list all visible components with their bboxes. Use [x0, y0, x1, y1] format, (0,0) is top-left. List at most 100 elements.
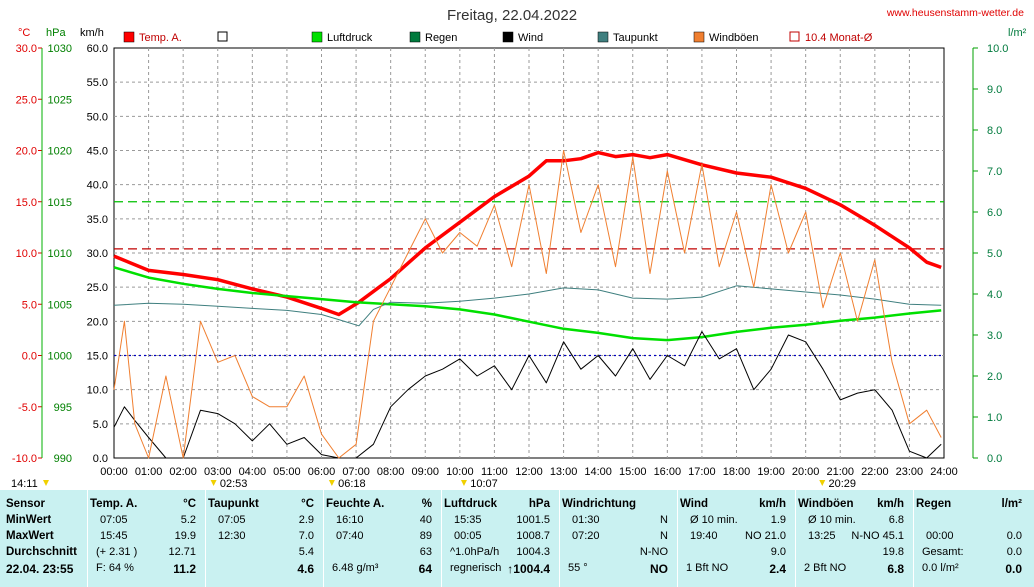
min-value: 40 — [419, 514, 432, 526]
pressure-tick-label: 1005 — [48, 299, 72, 311]
x-tick-label: 06:00 — [308, 466, 336, 478]
stats-table: Sensor MinWert MaxWert Durchschnitt 22.04. 2… — [0, 490, 1034, 587]
wind-tick-label: 0.0 — [93, 453, 108, 465]
min-time: Ø 10 min. — [808, 514, 856, 526]
max-value: 89 — [419, 530, 432, 542]
wind-tick-label: 10.0 — [87, 385, 108, 397]
max-time: 07:40 — [336, 530, 364, 542]
rain-tick-label: 2.0 — [987, 371, 1002, 383]
temp-tick-label: 5.0 — [22, 299, 37, 311]
max-time: 00:05 — [454, 530, 482, 542]
rain-tick-label: 0.0 — [987, 453, 1002, 465]
legend-swatch — [409, 31, 421, 43]
now-value: 4.6 — [297, 562, 314, 576]
temp-tick-label: 15.0 — [16, 197, 37, 209]
avg-value: 19.8 — [882, 546, 904, 558]
now-value: 11.2 — [173, 562, 196, 576]
min-value: 1.9 — [770, 514, 786, 526]
legend-swatch — [311, 31, 323, 43]
wind-tick-label: 50.0 — [87, 111, 108, 123]
x-tick-label: 09:00 — [411, 466, 439, 478]
x-tick-label: 02:00 — [169, 466, 197, 478]
max-value: 19.9 — [174, 530, 196, 542]
column-unit: km/h — [759, 498, 786, 510]
column-title: Wind — [680, 498, 708, 510]
x-tick-label: 21:00 — [826, 466, 854, 478]
row-label-sensor: Sensor — [6, 498, 45, 510]
temp-tick-label: 30.0 — [16, 43, 37, 55]
column-separator — [205, 490, 206, 587]
time-marker-icon — [819, 480, 826, 486]
min-value: N — [660, 514, 668, 526]
min-time: 07:05 — [100, 514, 128, 526]
series-line — [113, 266, 942, 342]
now-note: F: 64 % — [96, 562, 134, 574]
temp-tick-label: 0.0 — [22, 351, 37, 363]
max-time: 13:25 — [808, 530, 836, 542]
now-value: NO — [650, 562, 668, 576]
column-title: Luftdruck — [444, 498, 498, 510]
legend-label: Luftdruck — [327, 32, 373, 44]
max-value: NO 21.0 — [745, 530, 786, 542]
pressure-tick-label: 990 — [54, 453, 72, 465]
wind-tick-label: 20.0 — [87, 316, 108, 328]
temp-tick-label: 10.0 — [16, 248, 37, 260]
column-title: Temp. A. — [90, 498, 138, 510]
pressure-tick-label: 1025 — [48, 94, 72, 106]
chart-svg: 30.0 25.0 20.0 15.0 10.0 5.0 0.0 -5.0 -10.0 1030 1… — [11, 7, 1027, 490]
rain-tick-label: 1.0 — [987, 412, 1002, 424]
temp-tick-label: 20.0 — [16, 146, 37, 158]
min-time: 01:30 — [572, 514, 600, 526]
avg-value: 1004.3 — [516, 546, 550, 558]
x-tick-label: 23:00 — [896, 466, 924, 478]
column-separator — [795, 490, 796, 587]
pressure-tick-label: 1010 — [48, 248, 72, 260]
chart-title: Freitag, 22.04.2022 — [447, 7, 577, 24]
now-value: 64 — [418, 562, 432, 576]
website-label: www.heusenstamm-wetter.de — [886, 7, 1024, 19]
column-unit: l/m² — [1001, 498, 1022, 510]
x-tick-label: 15:00 — [619, 466, 647, 478]
series-line — [113, 331, 942, 459]
column-unit: % — [421, 498, 432, 510]
max-time: 15:45 — [100, 530, 128, 542]
min-time: 07:05 — [218, 514, 246, 526]
legend-swatch — [217, 31, 228, 42]
x-tick-label: 04:00 — [239, 466, 267, 478]
min-time: 16:10 — [336, 514, 364, 526]
column-title: Feuchte A. — [326, 498, 385, 510]
x-tick-label: 10:00 — [446, 466, 474, 478]
avg-note: Gesamt: — [922, 546, 964, 558]
avg-value: N-NO — [639, 546, 668, 558]
rain-tick-label: 7.0 — [987, 166, 1002, 178]
wind-tick-label: 15.0 — [87, 351, 108, 363]
column-separator — [677, 490, 678, 587]
x-tick-label: 07:00 — [342, 466, 370, 478]
avg-note: (+ 2.31 ) — [96, 546, 138, 558]
wind-tick-label: 55.0 — [87, 77, 108, 89]
avg-value: 63 — [419, 546, 432, 558]
column-title: Taupunkt — [208, 498, 259, 510]
column-unit: km/h — [877, 498, 904, 510]
time-marker-icon — [328, 480, 335, 486]
x-tick-label: 05:00 — [273, 466, 301, 478]
column-unit: °C — [183, 498, 196, 510]
series-line — [113, 285, 942, 327]
temp-tick-label: 25.0 — [16, 94, 37, 106]
x-tick-label: 20:00 — [792, 466, 820, 478]
temp-tick-label: -10.0 — [12, 453, 37, 465]
row-label-min: MinWert — [6, 514, 52, 526]
series-line — [113, 150, 942, 459]
rain-axis-unit: l/m² — [1008, 27, 1027, 39]
column-separator — [913, 490, 914, 587]
x-tick-label: 18:00 — [723, 466, 751, 478]
wind-tick-label: 45.0 — [87, 146, 108, 158]
now-note: 1 Bft NO — [686, 562, 729, 574]
max-value: 1008.7 — [516, 530, 550, 542]
min-value: 2.9 — [298, 514, 314, 526]
x-tick-label: 19:00 — [757, 466, 785, 478]
now-note: 6.48 g/m³ — [332, 562, 379, 574]
avg-value: 0.0 — [1006, 546, 1022, 558]
avg-value: 12.71 — [168, 546, 196, 558]
now-value: ↑1004.4 — [507, 562, 550, 576]
